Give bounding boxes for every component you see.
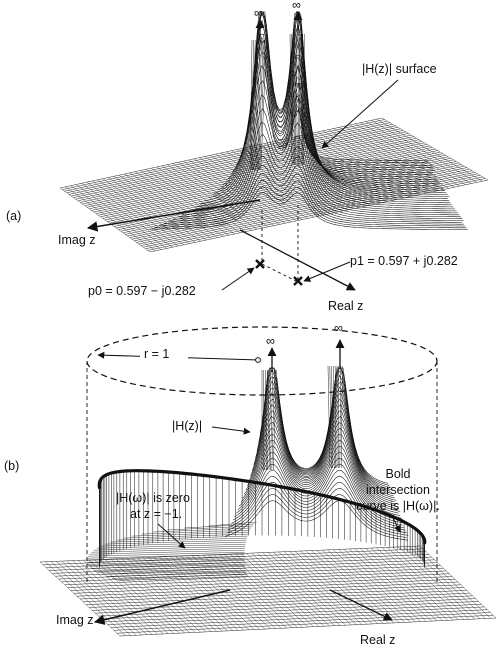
panel-a-surface-label: |H(z)| surface	[362, 62, 437, 76]
panel-b-cylinder-wall-lines	[99, 471, 424, 568]
panel-b-radius-label: r = 1	[144, 347, 169, 361]
panel-b-zero-note-line2: at z = −1.	[130, 507, 182, 521]
panel-b-plane-mesh	[40, 546, 496, 636]
panel-b-surface-label: |H(z)|	[172, 419, 202, 433]
panel-a-pole-p1-label: p1 = 0.597 + j0.282	[350, 254, 458, 268]
panel-a-pole-connector	[261, 263, 299, 283]
panel-a-pole-p0-pointer	[221, 267, 255, 291]
panel-b-zero-note-pointer	[157, 523, 186, 549]
panel-a-infinity-left: ∞	[254, 6, 263, 20]
panel-b-bold-note-line3: curve is |H(ω)|.	[356, 499, 440, 513]
panel-a-pole-p1-pointer	[303, 261, 351, 282]
panel-b-surface-mesh	[87, 366, 408, 580]
panel-a-imag-axis-label: Imag z	[58, 233, 96, 247]
panel-b-real-axis	[329, 589, 393, 621]
panel-a-pole-p0-marker	[255, 259, 265, 269]
panel-a-real-axis	[239, 229, 356, 291]
panel-b-real-axis-label: Real z	[360, 633, 395, 647]
panel-b-imag-axis-label: Imag z	[56, 613, 94, 627]
panel-b-zero-note-line1: |H(ω)| is zero	[116, 491, 190, 505]
panel-a-real-axis-label: Real z	[328, 299, 363, 313]
panel-a-surface-pointer	[321, 79, 399, 149]
panel-b-center-point	[255, 357, 261, 363]
panel-a-label: (a)	[6, 209, 21, 223]
panel-b-bold-note-line2: intersection	[366, 483, 430, 497]
panel-b: r = 1 ∞ ∞ |H(z)| |H(ω)| is zero at z = −…	[4, 321, 496, 647]
panel-b-bold-note-line1: Bold	[385, 467, 410, 481]
panel-a-pole-p0-label: p0 = 0.597 − j0.282	[88, 284, 196, 298]
panel-b-imag-axis	[93, 589, 231, 625]
panel-a-surface-mesh	[150, 12, 468, 230]
panel-a: ∞ ∞ |H(z)| surface Imag z Real z (a) p1 …	[6, 0, 488, 313]
panel-b-bold-intersection-curve	[97, 469, 427, 545]
panel-a-pole-p1-marker	[293, 276, 303, 286]
panel-a-imag-axis	[86, 199, 261, 232]
panel-a-infinity-right: ∞	[292, 0, 301, 12]
panel-b-bold-note-pointer	[391, 515, 401, 533]
panel-b-infinity-left: ∞	[266, 334, 275, 348]
panel-b-infinity-right: ∞	[334, 321, 343, 335]
panel-b-label: (b)	[4, 459, 19, 473]
panel-b-surface-pointer	[211, 426, 251, 435]
